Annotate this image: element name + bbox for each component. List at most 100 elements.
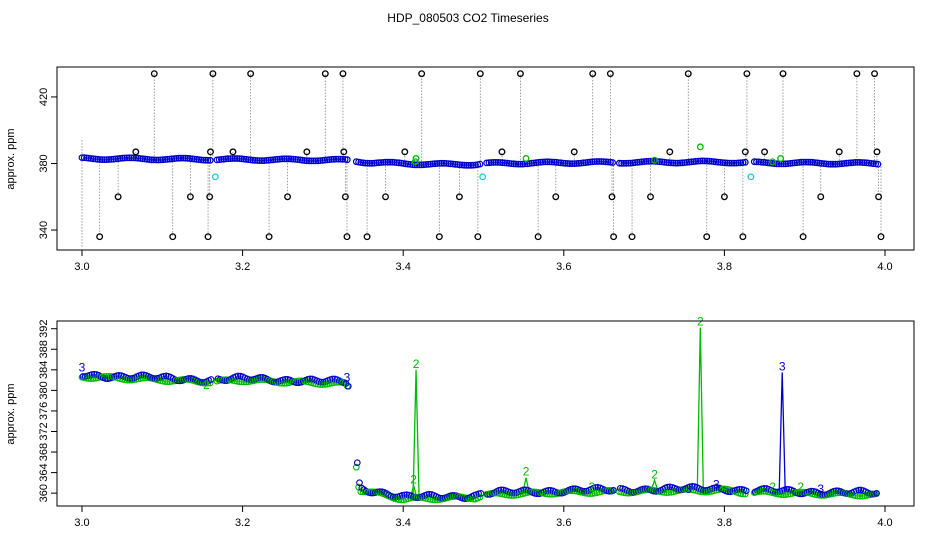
top-x-tick-label: 4.0 xyxy=(877,261,892,273)
top-baseline-point xyxy=(825,160,832,168)
top-baseline-point xyxy=(755,158,763,166)
top-baseline-point xyxy=(139,155,147,163)
bottom-y-tick-label: 372 xyxy=(38,422,50,440)
top-baseline-point xyxy=(420,161,428,169)
top-baseline-point xyxy=(793,159,801,167)
top-baseline-point xyxy=(476,160,484,168)
top-baseline-point xyxy=(818,159,826,167)
top-x-axis: 3.0 3.2 3.4 3.6 3.8 4.0 xyxy=(74,250,893,273)
top-baseline-point xyxy=(424,160,432,168)
top-baseline-point xyxy=(699,157,706,165)
top-black-point xyxy=(474,233,482,241)
top-baseline-point xyxy=(568,160,576,168)
top-black-point xyxy=(779,70,787,78)
top-black-point xyxy=(743,70,751,78)
bottom-y-axis-label: approx. ppm xyxy=(5,383,17,444)
top-baseline-point xyxy=(858,159,866,166)
top-baseline-point xyxy=(548,158,556,166)
top-black-point xyxy=(516,70,524,78)
top-baseline-point xyxy=(874,160,882,168)
top-green-point xyxy=(412,155,420,162)
top-baseline-point xyxy=(199,156,207,164)
top-x-tick-label: 3.6 xyxy=(556,261,571,273)
bottom-green-point xyxy=(395,496,403,504)
top-baseline-point xyxy=(692,157,700,165)
top-baseline-point xyxy=(267,156,275,164)
bottom-peak-label: 2 xyxy=(697,315,704,329)
bottom-green-point xyxy=(89,375,97,382)
top-baseline-point xyxy=(535,158,542,166)
top-baseline-point xyxy=(678,159,686,167)
top-baseline-point xyxy=(163,155,171,163)
bottom-peak-line xyxy=(650,478,659,490)
bottom-peak-label: 2 xyxy=(413,357,420,371)
top-baseline-point xyxy=(573,160,580,167)
top-baseline-point xyxy=(278,155,286,163)
top-baseline-point xyxy=(861,159,868,167)
bottom-y-tick-label: 384 xyxy=(38,361,50,379)
top-baseline-point xyxy=(260,157,268,165)
top-baseline-point xyxy=(845,159,853,167)
top-baseline-point xyxy=(834,160,841,168)
top-baseline-point xyxy=(312,157,320,165)
top-baseline-point xyxy=(627,159,634,167)
top-baseline-point xyxy=(217,155,225,163)
top-baseline-point xyxy=(119,154,126,162)
top-baseline-point xyxy=(263,156,270,164)
bottom-green-point xyxy=(281,379,288,387)
top-baseline-point xyxy=(798,158,805,166)
top-baseline-point xyxy=(321,156,329,164)
top-baseline-point xyxy=(852,158,859,166)
bottom-blue-point xyxy=(545,487,552,494)
top-black-point xyxy=(363,233,371,241)
top-baseline-point xyxy=(537,158,545,166)
top-baseline-point xyxy=(782,160,790,168)
top-baseline-point xyxy=(681,159,688,167)
bottom-blue-point xyxy=(497,486,505,494)
top-baseline-point xyxy=(465,161,473,169)
top-x-tick-label: 3.0 xyxy=(74,261,89,273)
top-black-point xyxy=(873,148,881,156)
top-green-point xyxy=(651,156,658,164)
top-baseline-point xyxy=(379,158,387,166)
bottom-peak-label: 3 xyxy=(779,359,786,373)
top-black-point xyxy=(570,148,578,156)
bottom-green-point xyxy=(852,492,859,500)
top-baseline-point xyxy=(669,159,677,167)
top-black-point xyxy=(206,193,214,201)
top-baseline-point xyxy=(843,159,850,167)
top-baseline-point xyxy=(642,157,650,165)
top-baseline-point xyxy=(687,158,695,166)
top-baseline-point xyxy=(128,154,135,162)
top-baseline-point xyxy=(512,160,520,168)
top-baseline-point xyxy=(301,157,309,164)
bottom-blue-point xyxy=(605,487,613,495)
top-black-point xyxy=(96,233,104,241)
bottom-x-tick-label: 3.8 xyxy=(717,517,732,529)
top-baseline-point xyxy=(544,158,551,166)
top-cyan-point xyxy=(747,173,755,181)
top-baseline-point xyxy=(640,158,648,166)
bottom-peak-line xyxy=(778,372,786,492)
top-black-point xyxy=(169,233,177,241)
top-baseline-point xyxy=(753,158,760,166)
top-baseline-point xyxy=(849,159,857,167)
bottom-y-tick-label: 376 xyxy=(38,402,50,420)
top-baseline-point xyxy=(287,155,295,163)
top-baseline-point xyxy=(831,160,839,168)
top-baseline-point xyxy=(719,159,727,167)
top-black-point xyxy=(339,70,347,78)
top-black-point xyxy=(455,193,463,201)
top-x-tick-label: 3.8 xyxy=(717,261,732,273)
top-baseline-point xyxy=(96,156,104,163)
top-black-point xyxy=(608,193,616,201)
top-baseline-point xyxy=(467,161,475,169)
top-baseline-point xyxy=(717,158,724,166)
top-baseline-point xyxy=(224,155,232,163)
top-baseline-point xyxy=(600,158,607,166)
top-baseline-point xyxy=(337,155,345,163)
top-baseline-point xyxy=(150,156,158,164)
bottom-y-tick-label: 380 xyxy=(38,381,50,399)
top-baseline-point xyxy=(276,155,284,163)
top-y-axis: 340 380 420 xyxy=(38,88,57,239)
